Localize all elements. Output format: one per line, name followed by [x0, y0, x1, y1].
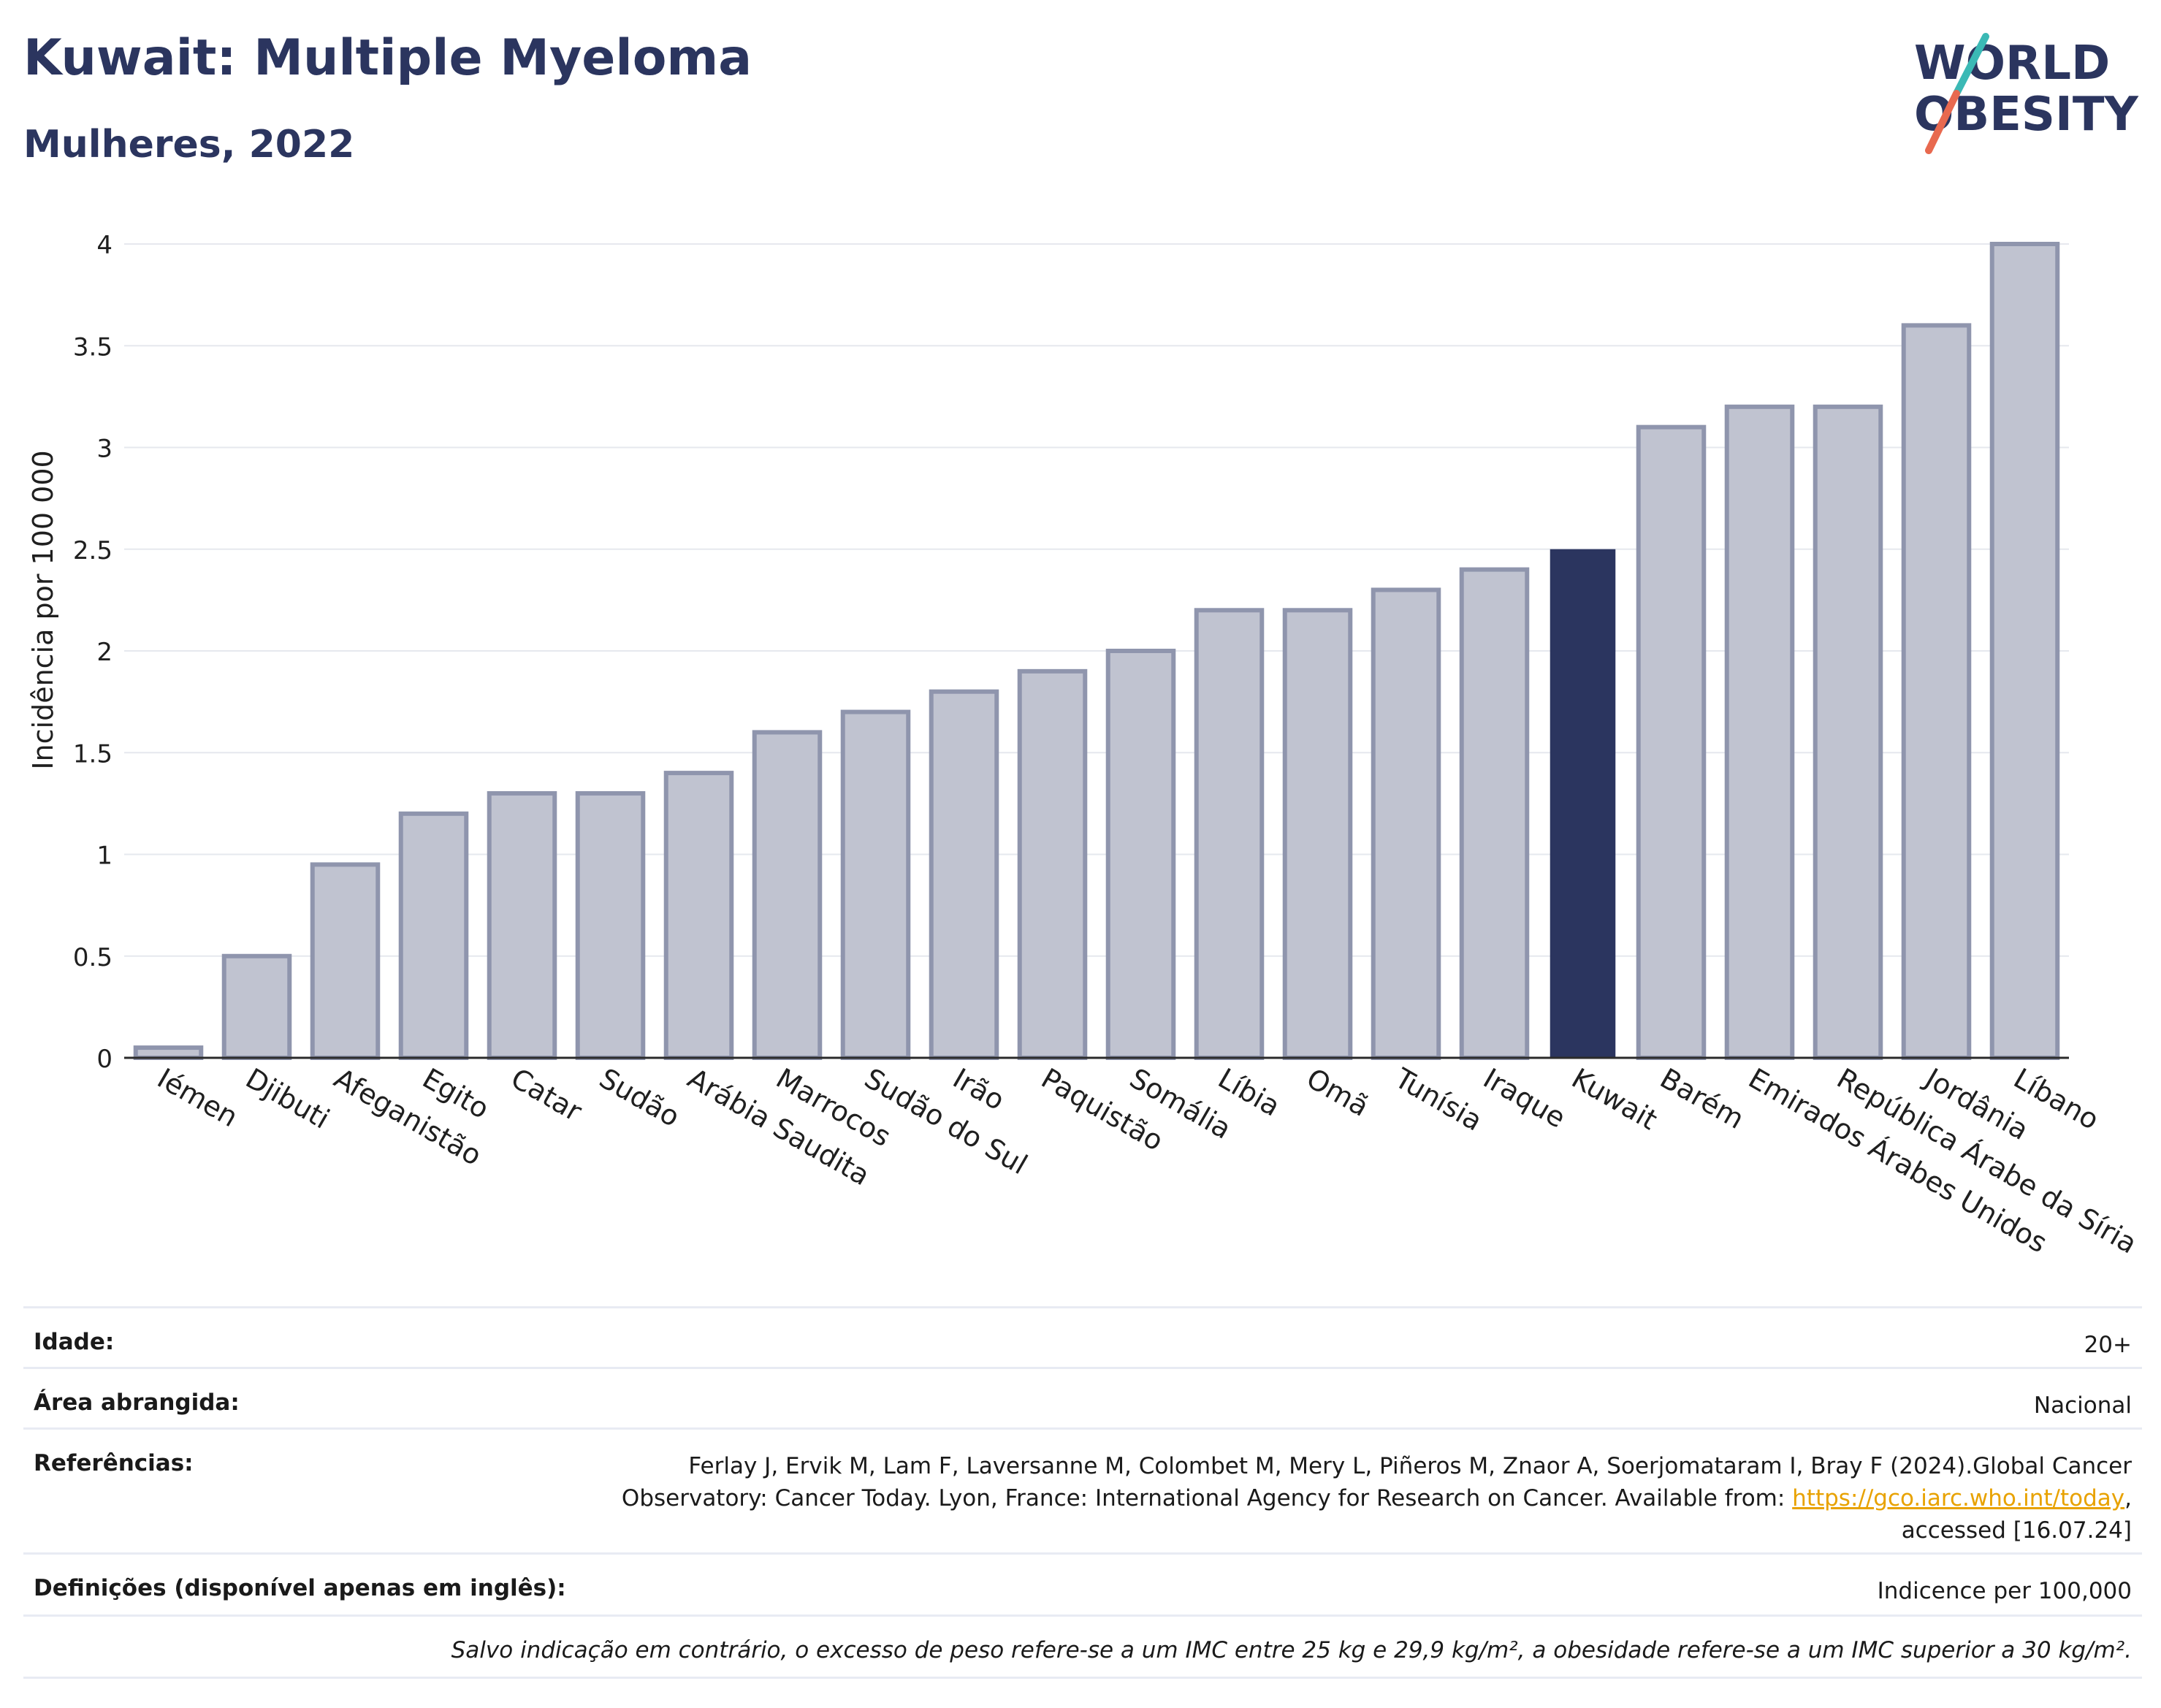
metadata-table: Idade: 20+ Área abrangida: Nacional Refe…: [23, 1306, 2142, 1679]
y-tick-label: 1: [96, 842, 113, 871]
y-tick-label: 4: [96, 231, 113, 260]
bar: [133, 1045, 204, 1060]
bar: [663, 771, 734, 1060]
bar: [1194, 608, 1265, 1060]
bar: [487, 790, 557, 1060]
bar: [1724, 404, 1795, 1060]
references-link[interactable]: https://gco.iarc.who.int/today: [1792, 1485, 2125, 1511]
references-text: Ferlay J, Ervik M, Lam F, Laversanne M, …: [621, 1453, 2132, 1511]
definitions-label: Definições (disponível apenas em inglês)…: [34, 1575, 566, 1601]
bar: [1017, 668, 1088, 1060]
references-tail: , accessed [16.07.24]: [1901, 1485, 2132, 1544]
bar: [1550, 549, 1616, 1058]
bar: [575, 790, 646, 1060]
y-tick-label: 2: [96, 638, 113, 667]
bar: [929, 689, 999, 1060]
x-tick-label: Catar: [506, 1062, 587, 1128]
meta-row-definitions: Definições (disponível apenas em inglês)…: [23, 1552, 2142, 1614]
x-tick-label: Kuwait: [1566, 1062, 1663, 1137]
meta-row-area: Área abrangida: Nacional: [23, 1367, 2142, 1427]
y-tick-label: 2.5: [73, 536, 113, 565]
y-axis-label: Incidência por 100 000: [27, 450, 59, 769]
bar: [1282, 608, 1353, 1060]
references-label: Referências:: [34, 1450, 194, 1476]
bar: [840, 709, 911, 1060]
meta-row-note: Salvo indicação em contrário, o excesso …: [23, 1614, 2142, 1677]
bar: [752, 730, 823, 1061]
logo-stripe-coral: [1925, 90, 1960, 154]
x-tick-label: Djibuti: [240, 1062, 335, 1135]
bar: [1989, 242, 2060, 1060]
bar-layer: [133, 242, 2060, 1061]
page-title: Kuwait: Multiple Myeloma: [23, 29, 752, 87]
x-tick-label: Tunísia: [1389, 1061, 1487, 1137]
y-tick-label: 3: [96, 435, 113, 464]
bar: [1813, 404, 1883, 1060]
x-tick-label: Afeganistão: [329, 1062, 487, 1172]
meta-row-age: Idade: 20+: [23, 1306, 2142, 1367]
page-subtitle: Mulheres, 2022: [23, 123, 355, 167]
logo-stripe-teal: [1953, 33, 1989, 97]
footnote: Salvo indicação em contrário, o excesso …: [451, 1637, 2132, 1663]
bar: [1371, 587, 1441, 1060]
bar: [1459, 567, 1530, 1060]
references-value: Ferlay J, Ervik M, Lam F, Laversanne M, …: [598, 1450, 2132, 1547]
bar: [310, 862, 381, 1061]
y-tick-label: 3.5: [73, 332, 113, 362]
definitions-value: Indicence per 100,000: [1877, 1578, 2132, 1604]
age-value: 20+: [2084, 1332, 2132, 1358]
y-tick-label: 1.5: [73, 739, 113, 769]
table-bottom-border: [23, 1677, 2142, 1679]
bar: [1901, 323, 1972, 1060]
area-value: Nacional: [2033, 1392, 2132, 1419]
y-tick-label: 0.5: [73, 943, 113, 972]
meta-row-references: Referências: Ferlay J, Ervik M, Lam F, L…: [23, 1427, 2142, 1552]
bar: [398, 811, 469, 1061]
bar: [221, 953, 292, 1060]
x-tick-label: Barém: [1655, 1062, 1750, 1135]
bar-chart: 0 0.5 1 1.5 2 2.5 3 3.5 4 IémenDjibutiAfeganistão…: [27, 231, 2142, 1260]
x-tick-label: Sudão: [594, 1062, 685, 1134]
area-label: Área abrangida:: [34, 1389, 240, 1416]
y-tick-label: 0: [96, 1045, 113, 1074]
logo-word-world: WORLD: [1914, 37, 2110, 91]
bar: [1105, 649, 1176, 1060]
x-tick-label: Iémen: [152, 1062, 243, 1134]
bar: [1636, 424, 1707, 1060]
world-obesity-logo: WORLD OBESITY: [1914, 33, 2138, 154]
age-label: Idade:: [34, 1329, 115, 1355]
x-tick-label: Omã: [1301, 1062, 1374, 1123]
x-tick-label: Iraque: [1478, 1062, 1571, 1135]
